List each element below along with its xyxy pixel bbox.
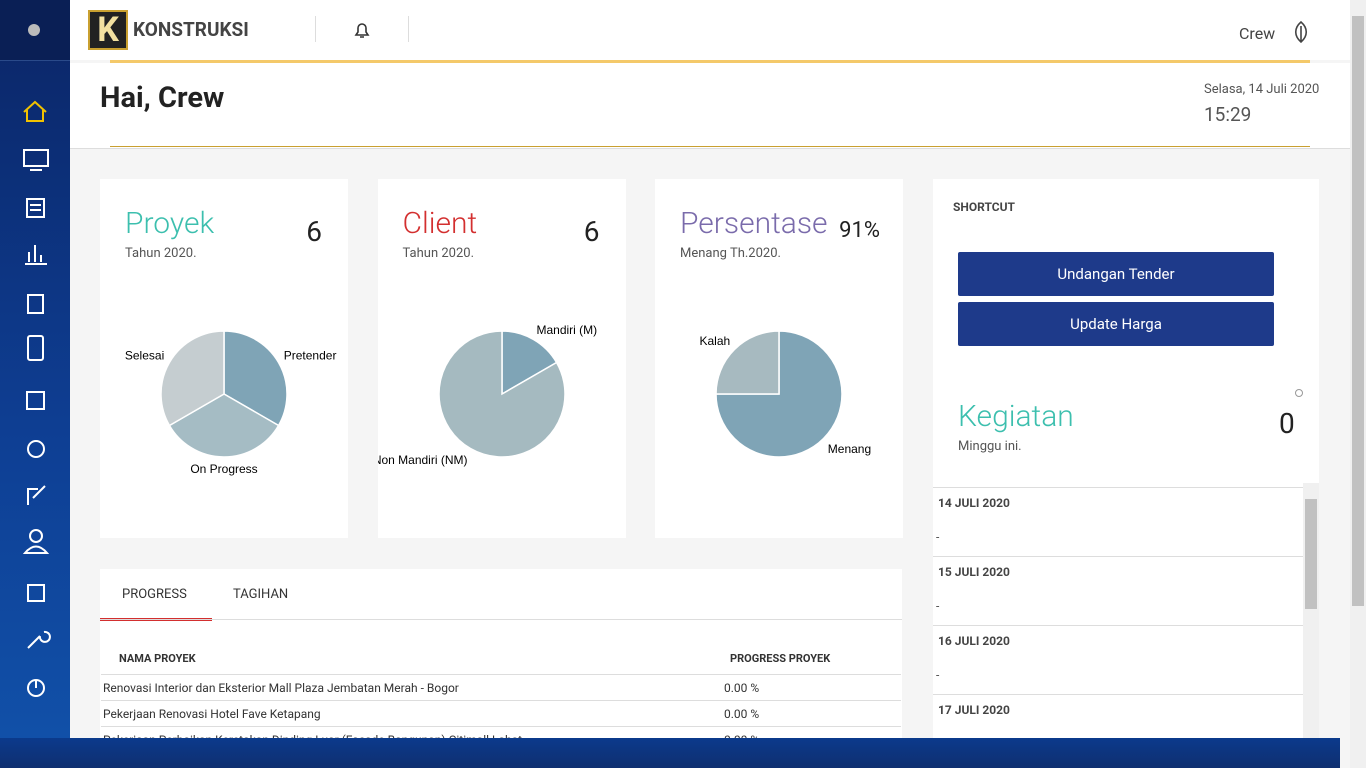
brand: KONSTRUKSI — [133, 18, 249, 41]
shortcut-title: SHORTCUT — [953, 200, 1015, 214]
activity-day: 16 JULI 2020 - — [933, 625, 1303, 694]
kegiatan-count: 0 — [1279, 407, 1295, 440]
time: 15:29 — [1204, 103, 1252, 126]
card-count: 91% — [839, 218, 880, 243]
table-row: Pekerjaan Renovasi Hotel Fave Ketapang 0.… — [101, 700, 901, 727]
kegiatan-subtitle: Minggu ini. — [958, 439, 1022, 454]
card-subtitle: Menang Th.2020. — [680, 246, 781, 261]
cell: 0.00 % — [724, 707, 760, 721]
bottom-bar — [0, 738, 1340, 768]
cell: 0.00 % — [724, 681, 760, 695]
cell: Renovasi Interior dan Eksterior Mall Pla… — [103, 681, 459, 695]
top-bar: K KONSTRUKSI Crew — [70, 0, 1350, 60]
pie-chart: Pretender On Progress Selesai — [125, 330, 337, 476]
table-row: Renovasi Interior dan Eksterior Mall Pla… — [101, 674, 901, 701]
day-date: 14 JULI 2020 — [938, 496, 1010, 510]
bell-icon[interactable] — [352, 20, 372, 40]
column-header: PROGRESS PROYEK — [730, 652, 831, 665]
tab[interactable]: PROGRESS — [122, 587, 187, 602]
column-header: NAMA PROYEK — [119, 652, 196, 665]
day-text: - — [936, 599, 940, 613]
slice-label: On Progress — [190, 462, 257, 476]
pie-slice — [715, 330, 780, 395]
pie-slice — [160, 330, 225, 427]
shortcut-button[interactable]: Update Harga — [958, 302, 1274, 346]
pie-slice — [437, 330, 566, 458]
card-count: 6 — [583, 215, 600, 248]
tab[interactable]: TAGIHAN — [233, 587, 289, 602]
day-text: - — [936, 668, 940, 682]
user-name[interactable]: Crew — [1239, 24, 1276, 43]
stat-card: Persentase 91% Menang Th.2020. Menang Kalah — [655, 179, 903, 538]
slice-label: Non Mandiri (NM) — [378, 453, 468, 467]
card-count: 6 — [306, 215, 322, 248]
day-date: 15 JULI 2020 — [938, 565, 1010, 579]
cell: Pekerjaan Renovasi Hotel Fave Ketapang — [103, 707, 321, 721]
shortcut-button[interactable]: Undangan Tender — [958, 252, 1274, 296]
kegiatan-title: Kegiatan — [958, 399, 1074, 434]
day-text: - — [936, 530, 940, 544]
slice-label: Kalah — [700, 334, 731, 348]
sidebar — [0, 0, 70, 738]
pie-slice — [500, 330, 558, 396]
slice-label: Pretender — [284, 349, 337, 363]
pie-chart: Mandiri (M) Non Mandiri (NM) — [378, 323, 597, 467]
table-row: Pekerjaan Perbaikan Keretakan Dinding Lu… — [101, 726, 901, 739]
card-title: Client — [402, 206, 478, 241]
day-date: 16 JULI 2020 — [938, 634, 1010, 648]
card-title: Proyek — [125, 206, 215, 241]
slice-label: Menang — [828, 442, 871, 456]
activity-day: 15 JULI 2020 - — [933, 556, 1303, 625]
sidebar-icons — [22, 24, 51, 697]
stat-card: Proyek 6 Tahun 2020. Pretender On Progress Se… — [100, 179, 348, 538]
stat-card: Client 6 Tahun 2020. Mandiri (M) Non Mandiri… — [377, 179, 626, 538]
card-subtitle: Tahun 2020. — [125, 246, 197, 261]
slice-label: Selesai — [125, 349, 164, 363]
pie-chart: Menang Kalah — [700, 330, 871, 458]
card-title: Persentase — [680, 206, 828, 241]
cell: 0.00 % — [724, 733, 759, 739]
slice-label: Mandiri (M) — [536, 323, 597, 337]
table-panel: PROGRESS TAGIHAN NAMA PROYEK PROGRESS PR… — [100, 569, 902, 738]
logo: K — [88, 10, 128, 50]
activity-day: 14 JULI 2020 - — [933, 487, 1303, 556]
greeting: Hai, Crew — [100, 81, 225, 115]
user-icon[interactable] — [1290, 20, 1312, 44]
greeting-panel: Hai, Crew Selasa, 14 Juli 2020 15:29 — [70, 63, 1350, 149]
day-date: 17 JULI 2020 — [938, 703, 1010, 717]
pie-slice — [223, 330, 288, 427]
cell: Pekerjaan Perbaikan Keretakan Dinding Lu… — [103, 733, 522, 739]
date: Selasa, 14 Juli 2020 — [1204, 82, 1320, 97]
card-subtitle: Tahun 2020. — [402, 246, 475, 261]
